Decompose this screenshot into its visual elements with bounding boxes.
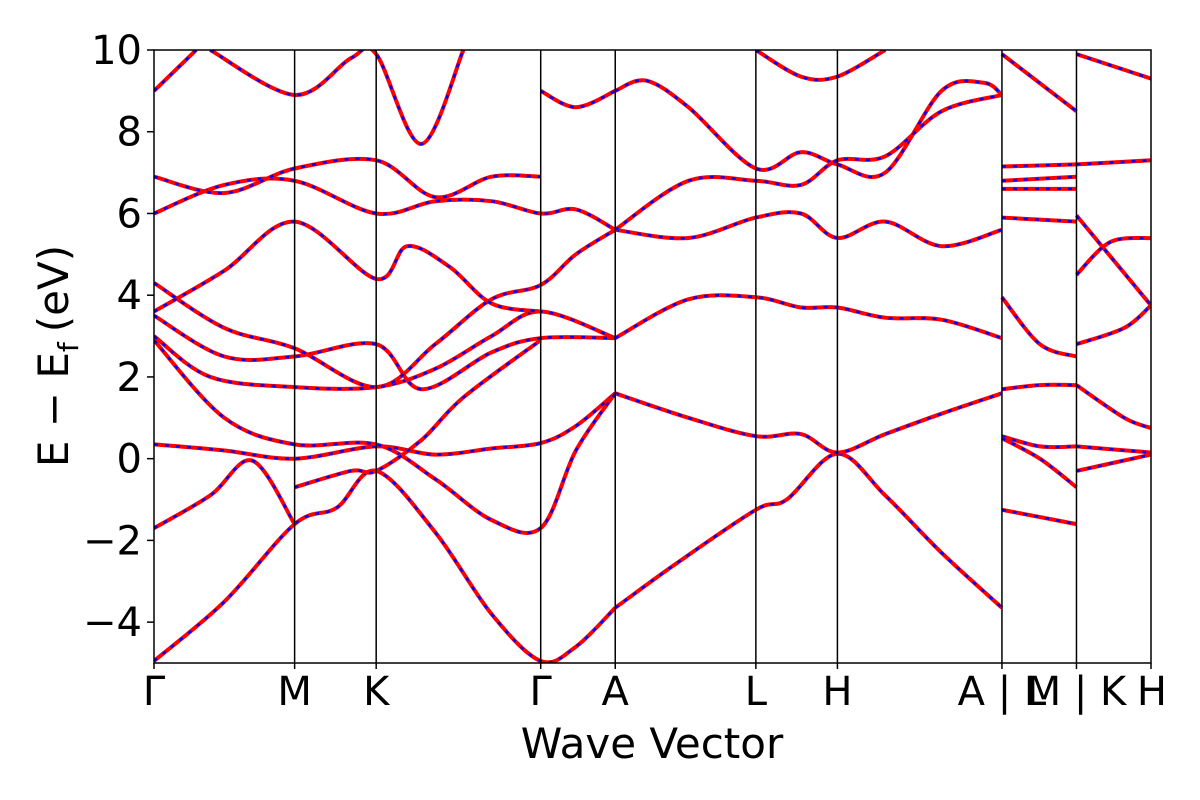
y-tick-label: 8	[117, 110, 142, 156]
band-line-dashed-4	[614, 392, 1003, 454]
band-line-37	[1076, 444, 1151, 455]
band-line-18	[209, 50, 466, 147]
band-line-dashed-27	[1001, 383, 1077, 391]
band-line-dashed-29	[1001, 437, 1078, 489]
band-line-2	[154, 458, 297, 530]
band-line-dashed-11	[615, 210, 1003, 248]
band-line-dashed-36	[1075, 384, 1151, 430]
band-line-30	[1001, 507, 1077, 527]
band-line-dashed-5	[154, 339, 617, 535]
y-tick-label: 4	[117, 273, 142, 319]
y-tick-label: −4	[83, 600, 142, 646]
y-axis-label: E − E	[29, 352, 78, 467]
band-line-4	[614, 391, 1003, 455]
band-line-35	[1075, 303, 1151, 347]
band-line-dashed-3	[154, 392, 616, 460]
band-line-dashed-20	[755, 50, 886, 82]
x-tick-label: M | K	[1027, 669, 1128, 715]
band-line-dashed-16	[614, 93, 1003, 231]
band-lines	[154, 50, 1151, 663]
band-line-31	[1075, 52, 1151, 81]
band-line-dashed-34	[1075, 236, 1151, 276]
x-axis-label: Wave Vector	[521, 719, 784, 768]
y-tick-label: 6	[117, 191, 142, 237]
y-axis-label-group: E − Ef (eV)	[29, 245, 85, 467]
band-line-15	[614, 78, 1004, 179]
x-tick-label: A | L	[958, 669, 1047, 715]
x-tick-label: K	[363, 669, 391, 715]
x-tick-label: H	[822, 669, 852, 715]
band-line-0	[154, 468, 617, 663]
band-line-10	[614, 293, 1003, 341]
band-line-32	[1076, 158, 1151, 167]
y-tick-label: 0	[117, 437, 142, 483]
y-tick-label: 2	[117, 355, 142, 401]
band-line-dashed-12	[154, 177, 616, 231]
band-line-dashed-28	[1001, 434, 1077, 449]
band-line-17	[154, 50, 198, 93]
kpoint-dividers	[293, 50, 1078, 663]
band-line-38	[1076, 452, 1151, 473]
x-tick-label: M	[277, 669, 312, 715]
band-line-dashed-35	[1076, 304, 1151, 346]
band-line-dashed-14	[154, 220, 541, 313]
band-line-9	[154, 228, 617, 390]
band-line-dashed-19	[540, 89, 616, 109]
band-line-8	[154, 313, 616, 392]
x-tick-label: H	[1137, 669, 1167, 715]
band-line-5	[154, 338, 617, 535]
x-tick-label: Γ	[143, 669, 166, 715]
band-line-19	[539, 89, 617, 110]
band-line-dashed-33	[1075, 214, 1151, 307]
band-line-26	[1000, 295, 1078, 359]
band-line-12	[154, 176, 617, 232]
band-line-23	[1001, 174, 1077, 183]
band-line-25	[1001, 215, 1077, 224]
band-line-dashed-6	[294, 339, 542, 489]
band-line-dashed-21	[1001, 53, 1078, 113]
y-tick-label: 10	[91, 28, 142, 74]
y-axis-label-unit: (eV)	[29, 245, 78, 332]
band-line-14	[154, 219, 542, 314]
band-line-16	[614, 93, 1003, 232]
band-line-dashed-17	[154, 50, 198, 92]
y-axis-label-subscript: f	[52, 341, 85, 352]
band-line-13	[154, 156, 541, 200]
plot-frame	[153, 49, 1152, 664]
band-line-dashed-9	[154, 228, 616, 389]
band-line-dashed-0	[154, 469, 617, 663]
svg-text:E − Ef(eV): E − Ef (eV)	[29, 245, 85, 467]
band-line-20	[754, 50, 887, 82]
band-line-dashed-10	[614, 293, 1003, 340]
band-line-1	[614, 451, 1004, 610]
band-line-dashed-18	[209, 50, 465, 146]
band-line-dashed-26	[1000, 296, 1077, 358]
band-line-34	[1075, 235, 1151, 277]
band-line-22	[1001, 162, 1077, 169]
x-tick-label: L	[745, 669, 768, 715]
y-axis-ticks: −4 −2 0 2 4 6 8 10	[83, 28, 154, 646]
x-tick-label: A	[602, 669, 630, 715]
x-tick-label: Γ	[530, 669, 553, 715]
y-tick-label: −2	[83, 518, 142, 564]
band-line-dashed-1	[614, 452, 1003, 609]
